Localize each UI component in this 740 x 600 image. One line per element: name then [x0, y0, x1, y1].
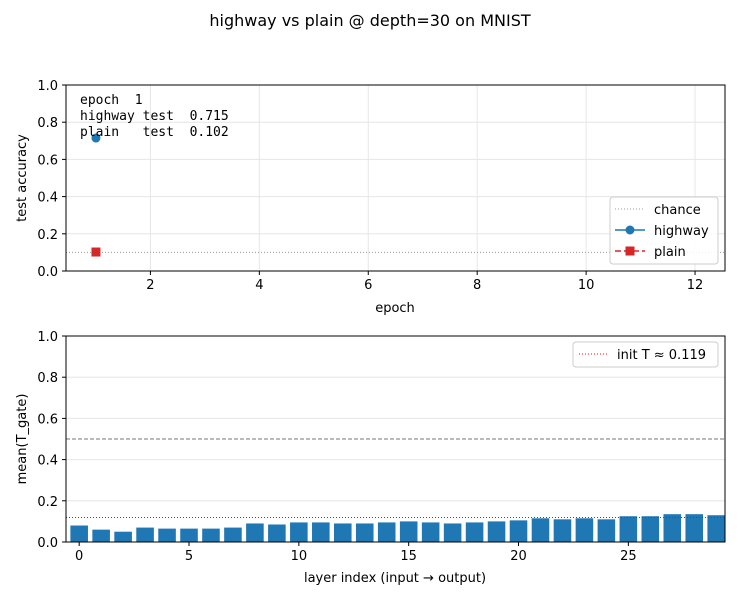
gate-bar [685, 514, 704, 542]
legend-plain-marker [625, 246, 635, 256]
gate-ytick-label: 1.0 [37, 330, 58, 345]
gate-xtick-label: 0 [75, 549, 83, 564]
accuracy-ytick-label: 0.0 [37, 265, 58, 280]
gate-bar [531, 518, 550, 542]
gate-ticks: 0.0 0.2 0.4 0.6 0.8 1.0 0 5 10 15 20 25 [37, 330, 636, 564]
gate-bar [487, 521, 506, 542]
gate-legend: init T ≈ 0.119 [572, 341, 719, 368]
gate-bar [619, 516, 638, 542]
accuracy-xtick-label: 6 [364, 278, 372, 293]
accuracy-ytick-label: 1.0 [37, 79, 58, 94]
accuracy-legend-box [609, 196, 719, 265]
accuracy-ytick-label: 0.4 [37, 191, 58, 206]
gate-bar [290, 522, 308, 542]
plain-point [91, 247, 101, 257]
gate-bar [509, 520, 528, 542]
gate-marks [66, 438, 725, 542]
gate-bar [246, 523, 264, 542]
gate-bar [575, 518, 594, 542]
gate-bar [465, 522, 484, 542]
gate-bar [268, 524, 286, 542]
gate-xtick-label: 15 [400, 549, 417, 564]
gate-ytick-label: 0.8 [37, 371, 58, 386]
gate-xlabel: layer index (input → output) [304, 571, 486, 586]
annotation-epoch: epoch 1 [80, 93, 143, 108]
legend-chance-label: chance [654, 203, 701, 218]
gate-plot-frame [65, 335, 726, 543]
gate-chart: 0.0 0.2 0.4 0.6 0.8 1.0 0 5 10 15 20 25 layer index… [15, 330, 726, 586]
accuracy-annotation: epoch 1 highway test 0.715 plain test 0.… [80, 93, 229, 140]
gate-bar [180, 528, 198, 542]
gate-legend-box [572, 341, 719, 368]
gate-bar [312, 522, 330, 542]
gate-ytick-label: 0.4 [37, 454, 58, 469]
gate-xtick-label: 20 [510, 549, 527, 564]
gate-xtick-label: 5 [185, 549, 193, 564]
legend-init-label: init T ≈ 0.119 [617, 348, 706, 363]
accuracy-xtick-label: 8 [473, 278, 481, 293]
accuracy-ytick-label: 0.2 [37, 228, 58, 243]
gate-bar [663, 514, 682, 542]
accuracy-ticks: 2 4 6 8 10 12 0.0 0.2 0.4 0.6 0.8 1.0 [37, 79, 703, 293]
accuracy-plot-frame [65, 84, 726, 272]
gate-bar [443, 523, 462, 542]
accuracy-xlabel: epoch [375, 301, 415, 316]
figure-title: highway vs plain @ depth=30 on MNIST [209, 11, 530, 30]
gate-bar [597, 519, 616, 542]
gate-ylabel: mean(T_gate) [15, 394, 30, 485]
gate-ytick-label: 0.6 [37, 412, 58, 427]
accuracy-ytick-label: 0.6 [37, 153, 58, 168]
gate-bar [377, 522, 396, 542]
gate-bar [399, 521, 418, 542]
accuracy-xtick-label: 12 [687, 278, 704, 293]
gate-bar [158, 528, 176, 542]
accuracy-xtick-label: 4 [255, 278, 263, 293]
annotation-plain-test: plain test 0.102 [80, 125, 229, 140]
accuracy-xtick-label: 2 [146, 278, 154, 293]
accuracy-xtick-label: 10 [578, 278, 595, 293]
gate-ytick-label: 0.0 [37, 536, 58, 551]
gate-bar [333, 523, 352, 542]
gate-bar [421, 522, 440, 542]
accuracy-chart: 2 4 6 8 10 12 0.0 0.2 0.4 0.6 0.8 1.0 epoch test ac… [15, 79, 726, 316]
accuracy-legend: chance highway plain [609, 196, 719, 265]
gate-bar [355, 523, 374, 542]
highway-point [91, 133, 101, 143]
gate-xtick-label: 25 [620, 549, 637, 564]
gate-ytick-label: 0.2 [37, 495, 58, 510]
gate-bar [70, 525, 88, 542]
annotation-highway-test: highway test 0.715 [80, 109, 229, 124]
gate-bar [553, 519, 572, 542]
gate-bar [707, 515, 725, 542]
gate-bar [224, 527, 242, 542]
legend-plain-label: plain [654, 245, 686, 260]
gate-bar [136, 527, 154, 542]
gate-bar [92, 529, 110, 542]
accuracy-ylabel: test accuracy [15, 134, 30, 222]
accuracy-ytick-label: 0.8 [37, 116, 58, 131]
legend-highway-marker [625, 225, 635, 235]
gate-bar [202, 528, 220, 542]
gate-xtick-label: 10 [291, 549, 308, 564]
legend-highway-label: highway [654, 224, 709, 239]
gate-bar [641, 516, 660, 542]
gate-bar [114, 531, 132, 542]
